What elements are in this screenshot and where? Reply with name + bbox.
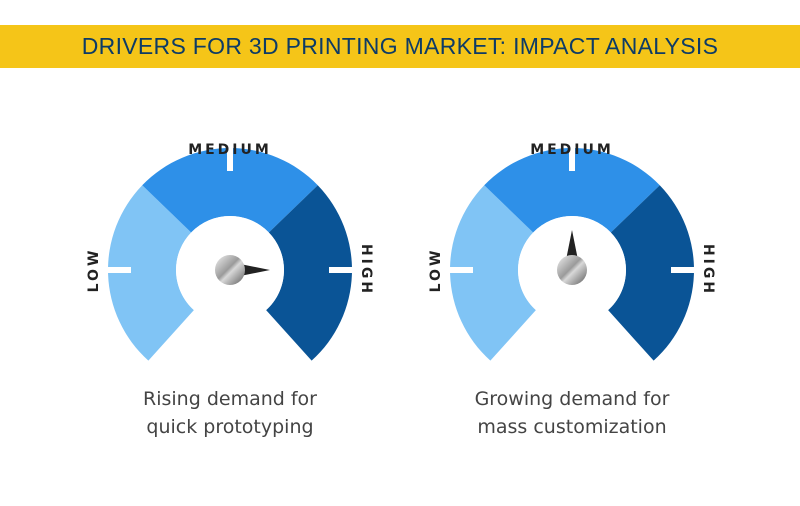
gauge-graphic: MEDIUM LOW HIGH (428, 142, 716, 361)
caption-quick-prototyping: Rising demand for quick prototyping (70, 385, 390, 441)
gauge-segment-high (266, 185, 352, 361)
gauge-tick-low (107, 267, 131, 273)
gauge-segment-medium (142, 147, 318, 233)
gauge-tick-high (329, 267, 353, 273)
gauge-graphic: MEDIUM LOW HIGH (86, 142, 374, 361)
page-title: DRIVERS FOR 3D PRINTING MARKET: IMPACT A… (81, 33, 719, 59)
label-medium: MEDIUM (530, 142, 614, 158)
caption-line-2: quick prototyping (146, 416, 314, 438)
gauge-segment-medium (484, 147, 660, 233)
label-high: HIGH (700, 244, 716, 296)
gauge-hub (557, 255, 587, 285)
caption-line-1: Rising demand for (143, 388, 317, 410)
gauge-segment-low (450, 185, 536, 361)
gauge-segment-high (608, 185, 694, 361)
label-low: LOW (86, 248, 102, 293)
gauge-tick-medium (569, 147, 575, 171)
label-high: HIGH (358, 244, 374, 296)
label-medium: MEDIUM (188, 142, 272, 158)
caption-mass-customization: Growing demand for mass customization (412, 385, 732, 441)
caption-line-2: mass customization (477, 416, 667, 438)
gauge-quick-prototyping: MEDIUM LOW HIGH (70, 130, 390, 380)
gauge-segment-low (108, 185, 194, 361)
gauge-tick-high (671, 267, 695, 273)
gauge-mass-customization: MEDIUM LOW HIGH (412, 130, 732, 380)
gauge-hub (215, 255, 245, 285)
gauge-tick-medium (227, 147, 233, 171)
gauge-tick-low (449, 267, 473, 273)
caption-line-1: Growing demand for (474, 388, 670, 410)
label-low: LOW (428, 248, 444, 293)
title-bar: DRIVERS FOR 3D PRINTING MARKET: IMPACT A… (0, 25, 800, 68)
